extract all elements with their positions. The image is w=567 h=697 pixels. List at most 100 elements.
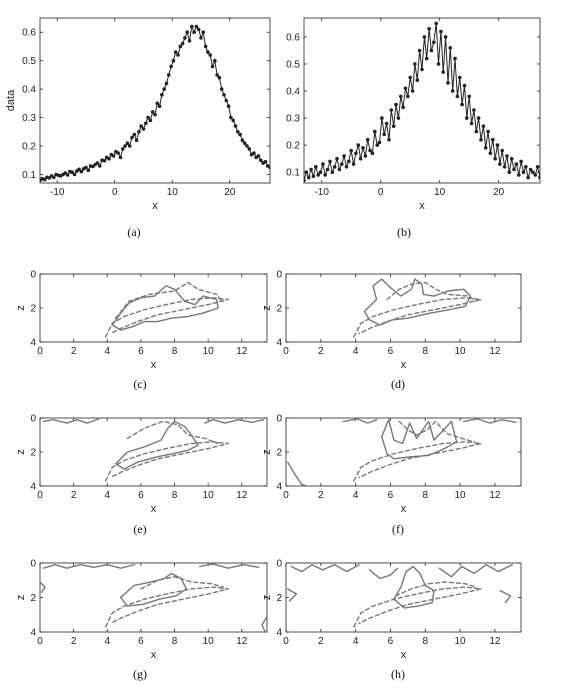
panel-caption: (a) — [127, 225, 140, 239]
series-line — [40, 24, 270, 181]
data-point — [460, 102, 464, 107]
data-point — [70, 170, 74, 174]
y-axis-label: z — [261, 449, 273, 455]
data-point — [330, 170, 335, 174]
solid-contour — [462, 418, 517, 424]
data-point — [167, 73, 171, 77]
data-point — [469, 121, 474, 126]
data-point — [377, 140, 382, 145]
data-point — [450, 89, 455, 93]
data-point — [441, 70, 446, 74]
data-point — [347, 159, 351, 164]
y-tick-label: 0.6 — [22, 28, 36, 39]
data-point — [358, 156, 363, 161]
x-tick-label: 10 — [455, 490, 467, 501]
y-axis-label: data — [5, 89, 17, 111]
data-point — [384, 121, 389, 126]
y-tick-label: 0.6 — [286, 32, 300, 43]
x-tick-label: 20 — [493, 187, 505, 198]
panel-h: 0 2 4 6 8 10 12 0 2 4 x z (h) — [261, 559, 522, 681]
data-point — [86, 168, 91, 172]
data-point — [349, 148, 354, 153]
data-point — [125, 141, 130, 145]
x-tick-label: 10 — [455, 346, 467, 357]
data-point — [436, 62, 441, 66]
data-point — [233, 124, 238, 128]
data-point — [533, 173, 538, 177]
data-point — [169, 64, 173, 69]
data-point — [226, 104, 231, 108]
data-point — [282, 173, 286, 177]
data-point — [121, 147, 125, 151]
data-point — [382, 132, 387, 137]
data-point — [263, 159, 268, 164]
data-point — [335, 156, 339, 161]
dashed-contour — [104, 586, 229, 628]
data-point — [474, 129, 479, 134]
y-axis-label: z — [261, 595, 273, 601]
data-point — [429, 48, 434, 53]
y-tick-label: 2 — [30, 593, 36, 604]
x-tick-label: 0 — [283, 346, 289, 357]
data-point — [196, 27, 201, 32]
data-point — [318, 170, 323, 174]
data-point — [273, 168, 277, 172]
x-tick-label: 0 — [283, 490, 289, 501]
solid-contour — [42, 418, 100, 424]
panel-caption: (f) — [392, 522, 404, 536]
data-point — [247, 147, 252, 151]
plot-area-g — [40, 563, 267, 632]
x-axis-label: x — [151, 503, 157, 515]
data-point — [311, 174, 316, 178]
data-point — [77, 167, 81, 172]
data-point — [403, 86, 408, 91]
data-point — [217, 75, 222, 80]
data-point — [505, 154, 509, 158]
data-point — [514, 162, 519, 166]
data-point — [415, 78, 420, 82]
data-point — [535, 165, 540, 169]
data-point — [538, 175, 540, 180]
data-point — [215, 73, 219, 77]
y-tick-label: 0.2 — [286, 141, 300, 152]
y-tick-label: 0 — [276, 414, 282, 425]
x-tick-label: 4 — [353, 490, 359, 501]
data-point — [396, 116, 401, 120]
data-point — [144, 121, 148, 126]
data-point — [316, 173, 321, 177]
y-tick-label: 0.2 — [22, 142, 36, 153]
data-point — [72, 172, 77, 177]
data-point — [164, 81, 169, 86]
data-point — [483, 146, 488, 150]
dashed-contour — [126, 420, 219, 445]
data-point — [137, 130, 141, 134]
axes-frame-h — [285, 562, 522, 633]
data-point — [245, 144, 249, 148]
data-point — [213, 58, 217, 63]
data-point — [180, 41, 185, 46]
plot-area-h — [287, 564, 513, 628]
y-tick-label: 2 — [276, 448, 282, 459]
data-point — [132, 132, 137, 137]
dashed-contour — [395, 581, 477, 597]
data-point — [328, 159, 332, 164]
y-tick-label: 2 — [30, 448, 36, 459]
data-point — [222, 93, 226, 97]
x-tick-label: 10 — [203, 490, 215, 501]
solid-contour — [363, 278, 472, 326]
data-point — [98, 164, 102, 168]
x-axis-label: x — [401, 359, 407, 371]
plot-area-d — [353, 278, 482, 338]
data-point — [176, 53, 180, 57]
y-tick-label: 0.3 — [286, 114, 300, 125]
data-point — [467, 94, 472, 99]
data-point — [210, 64, 215, 69]
panel-b: -10 0 10 20 0.1 0.2 0.3 0.4 0.5 0.6 x (b) — [286, 17, 541, 239]
data-point — [476, 116, 481, 120]
data-point — [502, 165, 507, 169]
data-point — [448, 46, 453, 50]
x-tick-label: 10 — [203, 636, 215, 647]
solid-contour — [42, 564, 135, 569]
data-point — [500, 148, 505, 153]
y-tick-label: 0.1 — [286, 168, 300, 179]
